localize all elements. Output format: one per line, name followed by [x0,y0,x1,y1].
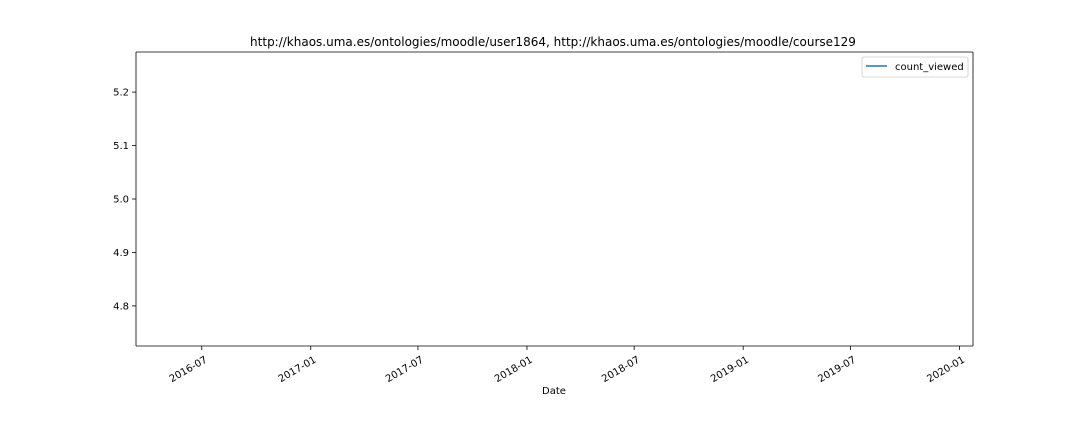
y-tick-label: 4.8 [113,301,129,312]
y-tick-label: 4.9 [113,248,129,259]
y-tick-label: 5.0 [113,195,129,206]
y-tick-label: 5.1 [113,141,129,152]
legend: count_viewed [861,56,969,78]
axes-frame [135,51,974,347]
y-tick-label: 5.2 [113,88,129,99]
x-axis-label: Date [542,386,566,397]
y-axis-ticks: 4.8 4.9 5.0 5.1 5.2 [113,88,136,312]
chart-title: http://khaos.uma.es/ontologies/moodle/us… [250,35,856,49]
legend-box [861,56,969,78]
legend-label-count-viewed: count_viewed [895,62,964,73]
plot-area [136,52,973,346]
